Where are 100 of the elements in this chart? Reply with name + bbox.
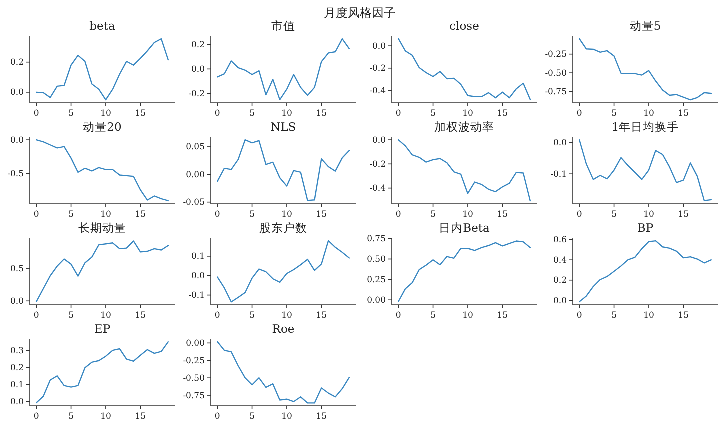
x-tick-label: 0 (214, 210, 220, 220)
y-tick-label: 0.0 (191, 64, 205, 75)
y-tick-label: 0.2 (10, 58, 24, 68)
x-tick-label: 10 (282, 412, 292, 422)
x-tick-label: 5 (612, 311, 617, 321)
x-tick-label: 15 (678, 109, 690, 119)
chart-title: close (450, 19, 480, 33)
y-tick-label: 0.2 (191, 40, 205, 50)
line-series (36, 341, 170, 404)
line-series (36, 139, 170, 202)
chart-title: 长期动量 (78, 221, 126, 235)
chart-title: EP (94, 322, 111, 336)
x-tick-label: 0 (576, 210, 582, 220)
y-tick-label: -0.05 (183, 198, 205, 208)
x-tick-label: 10 (644, 109, 654, 119)
y-tick-label: 0.0 (553, 296, 567, 306)
line-series (398, 240, 532, 302)
chart-title: 加权波动率 (434, 120, 494, 134)
x-tick-label: 10 (282, 109, 292, 119)
y-tick-label: -0.50 (545, 68, 567, 79)
x-tick-label: 10 (282, 311, 292, 321)
y-tick-label: -0.2 (188, 90, 205, 100)
y-tick-label: 0.6 (553, 236, 567, 246)
x-tick-label: 15 (316, 109, 328, 119)
x-tick-label: 10 (644, 210, 654, 220)
y-tick-label: 0.1 (191, 252, 205, 262)
chart-title: Roe (272, 322, 295, 336)
y-tick-label: 0.0 (553, 138, 567, 149)
x-tick-label: 15 (678, 311, 690, 321)
x-tick-label: 0 (214, 311, 220, 321)
chart-title: 市值 (272, 19, 296, 33)
x-tick-label: 15 (316, 412, 328, 422)
line-series (36, 240, 170, 302)
x-tick-label: 10 (100, 311, 112, 321)
y-tick-label: 0.3 (10, 346, 24, 357)
x-tick-label: 5 (612, 210, 617, 220)
y-tick-label: -0.75 (545, 87, 567, 98)
y-tick-label: -0.50 (183, 374, 205, 384)
x-tick-label: 15 (497, 210, 508, 220)
line-series (578, 38, 712, 101)
x-tick-label: 0 (396, 210, 402, 220)
line-series (216, 240, 350, 303)
line-series (398, 139, 532, 202)
x-tick-label: 15 (316, 311, 328, 321)
chart-title: 1年日均换手 (612, 120, 680, 134)
x-tick-label: 10 (100, 109, 112, 119)
x-tick-label: 15 (497, 109, 508, 119)
x-tick-label: 10 (644, 311, 654, 321)
y-tick-label: -0.4 (370, 86, 386, 96)
line-series (216, 341, 350, 404)
x-tick-label: 5 (430, 109, 436, 119)
y-tick-label: 0.50 (367, 254, 386, 265)
y-tick-label: 0.0 (191, 272, 205, 282)
x-tick-label: 10 (462, 210, 474, 220)
y-tick-label: 0.75 (367, 234, 386, 245)
y-tick-label: -0.25 (545, 50, 567, 60)
line-series (36, 38, 170, 101)
y-tick-label: -0.2 (370, 64, 386, 74)
x-tick-label: 5 (612, 109, 617, 119)
text: 月度风格因子 (324, 6, 396, 20)
x-tick-label: 10 (462, 311, 474, 321)
y-tick-label: 0.1 (10, 380, 24, 391)
x-tick-label: 0 (34, 109, 40, 119)
x-tick-label: 5 (68, 412, 74, 422)
x-tick-label: 0 (576, 109, 582, 119)
line-series (578, 140, 712, 202)
y-tick-label: 0.0 (10, 296, 24, 307)
x-tick-label: 0 (214, 109, 220, 119)
x-tick-label: 0 (34, 412, 40, 422)
x-tick-label: 10 (282, 210, 292, 220)
y-tick-label: -0.4 (370, 184, 386, 194)
x-tick-label: 5 (250, 412, 255, 422)
y-tick-label: 0.0 (10, 136, 24, 146)
x-tick-label: 15 (135, 210, 146, 220)
x-tick-label: 5 (250, 109, 255, 119)
x-tick-label: 0 (214, 412, 220, 422)
y-tick-label: -0.2 (370, 160, 386, 170)
line-series (216, 38, 350, 101)
y-tick-label: -0.75 (183, 391, 205, 402)
chart-title: beta (90, 19, 116, 33)
x-tick-label: 5 (250, 210, 255, 220)
y-tick-label: 0.5 (10, 264, 24, 275)
y-tick-label: -0.25 (183, 356, 205, 366)
line-series (216, 139, 350, 202)
y-tick-label: 0.0 (10, 397, 24, 408)
x-tick-label: 5 (68, 311, 74, 321)
x-tick-label: 0 (34, 210, 40, 220)
y-tick-label: 0.00 (186, 170, 205, 180)
y-tick-label: 0.0 (372, 136, 386, 146)
x-tick-label: 15 (678, 210, 690, 220)
x-tick-label: 0 (34, 311, 40, 321)
y-tick-label: -0.5 (8, 170, 24, 180)
x-tick-label: 15 (135, 109, 146, 119)
x-tick-label: 5 (250, 311, 255, 321)
y-tick-label: 0.4 (553, 256, 567, 266)
x-tick-label: 15 (497, 311, 508, 321)
x-tick-label: 0 (396, 109, 402, 119)
y-tick-label: 0.05 (186, 142, 205, 153)
y-tick-label: 0.0 (10, 88, 24, 98)
y-tick-label: -0.1 (550, 170, 567, 180)
